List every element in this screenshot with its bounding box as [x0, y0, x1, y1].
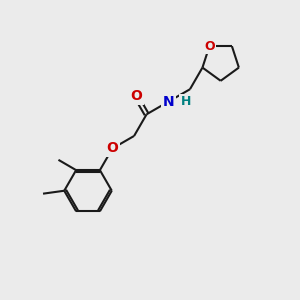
Text: O: O [204, 40, 215, 53]
Text: N: N [163, 95, 174, 109]
Text: O: O [130, 89, 142, 103]
Text: H: H [181, 95, 191, 108]
Text: O: O [106, 142, 119, 155]
